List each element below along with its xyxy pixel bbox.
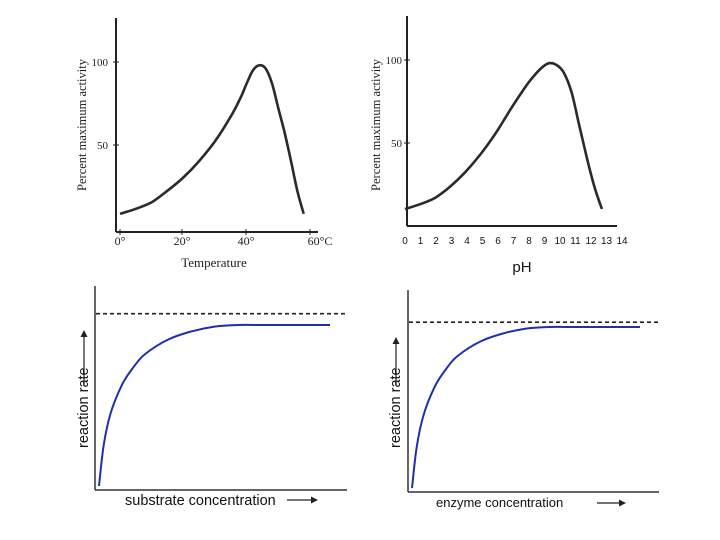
substrate-x-axis-label: substrate concentration bbox=[125, 493, 276, 509]
ph-y-axis-label: Percent maximum activity bbox=[369, 58, 383, 191]
ph-x-axis-label: pH bbox=[512, 259, 531, 276]
ph-x-tick-label: 9 bbox=[542, 236, 548, 247]
substrate-rate-curve bbox=[98, 323, 330, 487]
temperature-x-tick-label-60: 60°C bbox=[308, 234, 333, 248]
ph-x-tick-label: 6 bbox=[495, 236, 501, 247]
ph-x-tick-label: 3 bbox=[449, 236, 455, 247]
ph-x-tick-label: 0 bbox=[402, 236, 408, 247]
substrate-chart: reaction rate substrate concentration bbox=[76, 286, 347, 509]
ph-x-tick-label: 10 bbox=[554, 236, 566, 247]
temperature-chart: 100 50 0° 20° 40° 60°C Temperature Perce… bbox=[75, 18, 332, 270]
ph-x-tick-label: 2 bbox=[433, 236, 439, 247]
temperature-x-tick-label-0: 0° bbox=[115, 234, 126, 248]
ph-x-tick-label: 8 bbox=[526, 236, 532, 247]
enzyme-rate-curve bbox=[411, 325, 640, 489]
substrate-y-axis-label: reaction rate bbox=[76, 367, 92, 448]
ph-x-tick-label: 1 bbox=[418, 236, 424, 247]
ph-x-tick-label: 5 bbox=[480, 236, 486, 247]
ph-x-tick-labels: 0 1 2 3 4 5 6 7 8 9 10 11 12 13 14 bbox=[402, 236, 628, 247]
ph-x-tick-label: 14 bbox=[616, 236, 628, 247]
enzyme-y-arrow-head bbox=[392, 337, 400, 344]
temperature-y-tick-label-100: 100 bbox=[92, 57, 109, 69]
enzyme-y-axis-label: reaction rate bbox=[388, 367, 404, 448]
temperature-y-tick-label-50: 50 bbox=[97, 140, 109, 152]
substrate-x-arrow-head bbox=[311, 496, 318, 504]
temperature-y-axis-label: Percent maximum activity bbox=[75, 58, 89, 191]
enzyme-chart: reaction rate enzyme concentration bbox=[388, 290, 659, 510]
ph-x-tick-label: 12 bbox=[585, 236, 597, 247]
ph-y-tick-label-50: 50 bbox=[391, 138, 403, 150]
ph-x-tick-label: 7 bbox=[511, 236, 517, 247]
temperature-x-tick-label-20: 20° bbox=[174, 234, 191, 248]
temperature-activity-curve bbox=[119, 63, 305, 216]
ph-x-tick-label: 4 bbox=[464, 236, 470, 247]
ph-y-tick-label-100: 100 bbox=[386, 55, 403, 67]
enzyme-x-axis-label: enzyme concentration bbox=[436, 495, 563, 510]
substrate-y-arrow-head bbox=[80, 330, 88, 337]
ph-x-tick-label: 11 bbox=[570, 236, 581, 247]
ph-x-tick-label: 13 bbox=[601, 236, 613, 247]
temperature-x-tick-label-40: 40° bbox=[238, 234, 255, 248]
enzyme-x-arrow-head bbox=[619, 499, 626, 507]
temperature-x-axis-label: Temperature bbox=[181, 255, 247, 270]
ph-activity-curve bbox=[404, 61, 604, 211]
